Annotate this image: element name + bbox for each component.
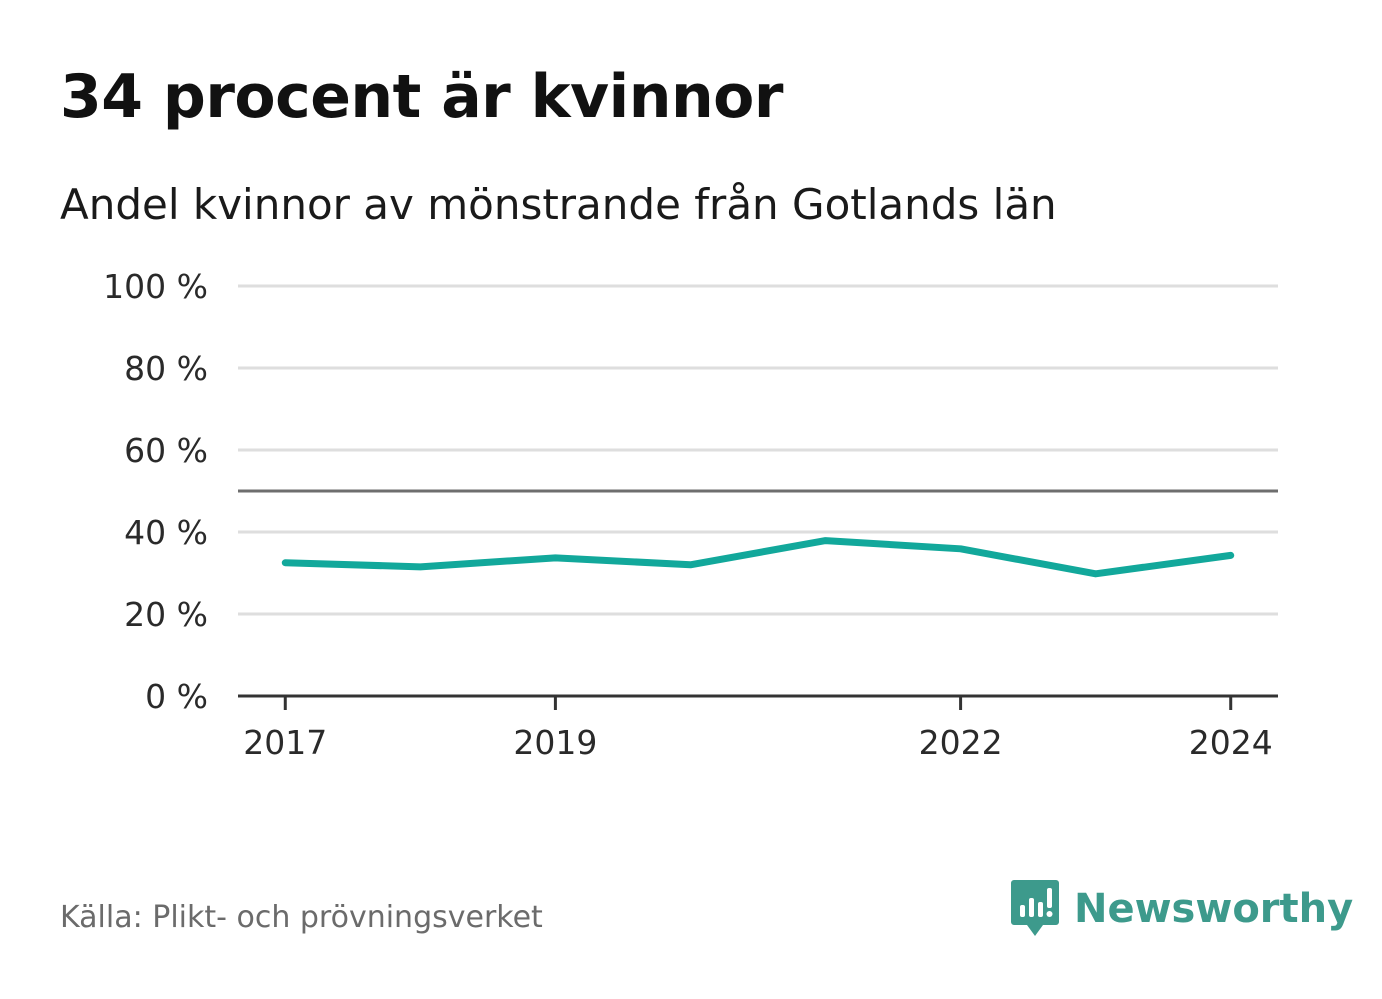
series-layer xyxy=(281,537,1235,578)
chart-title: 34 procent är kvinnor xyxy=(60,62,783,132)
x-axis xyxy=(238,694,1278,710)
y-tick-labels: 0 % 20 % 40 % 60 % 80 % 100 % xyxy=(103,267,208,716)
y-tick-label: 0 % xyxy=(145,677,208,716)
x-tick-label: 2017 xyxy=(243,723,327,762)
chart-subtitle: Andel kvinnor av mönstrande från Gotland… xyxy=(60,180,1057,229)
y-tick-label: 40 % xyxy=(124,513,208,552)
x-tick-label: 2022 xyxy=(919,723,1003,762)
x-tick-label: 2024 xyxy=(1189,723,1273,762)
brand-name: Newsworthy xyxy=(1074,886,1354,932)
y-tick-label: 60 % xyxy=(124,431,208,470)
brand-logo: Newsworthy xyxy=(1010,878,1353,940)
series-line-andel-kvinnor xyxy=(281,537,1235,578)
y-tick-label: 100 % xyxy=(103,267,208,306)
x-tick-label: 2019 xyxy=(513,723,597,762)
newsworthy-logo-icon xyxy=(1011,880,1059,936)
source-note: Källa: Plikt- och prövningsverket xyxy=(60,900,543,935)
y-tick-label: 80 % xyxy=(124,349,208,388)
x-tick-labels: 2017 2019 2022 2024 xyxy=(243,723,1272,762)
y-tick-label: 20 % xyxy=(124,595,208,634)
y-gridlines xyxy=(238,284,1278,616)
